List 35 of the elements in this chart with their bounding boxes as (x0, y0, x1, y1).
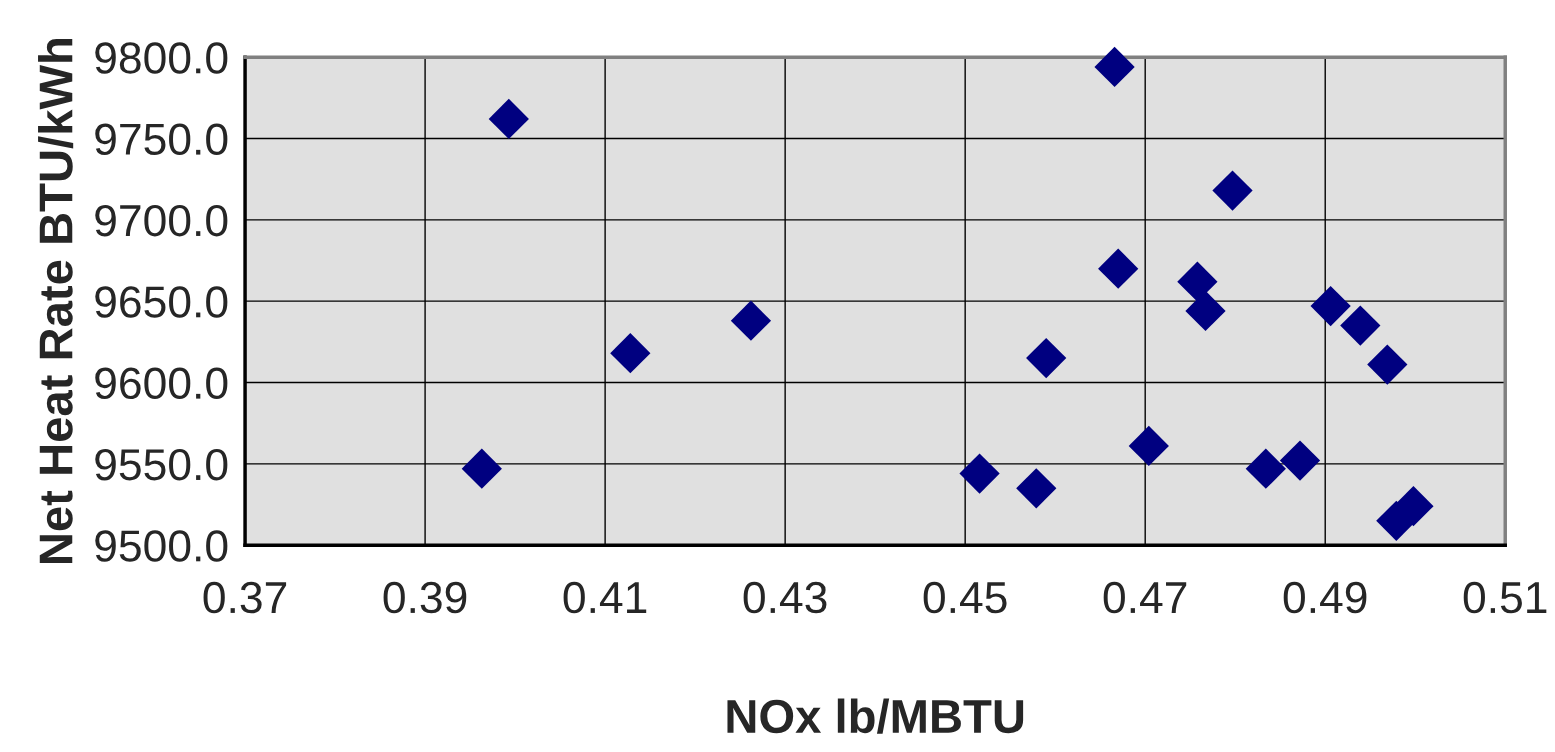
x-axis-title: NOx lb/MBTU (727, 698, 1024, 734)
point (1310, 285, 1351, 327)
y-tick-label: 9650.0 (95, 286, 228, 318)
point (1094, 46, 1135, 88)
y-tick-label: 9600.0 (95, 367, 228, 400)
x-tick-label: 0.49 (1283, 581, 1367, 614)
y-tick-label: 9500.0 (95, 530, 228, 562)
x-tick-label: 0.51 (1463, 581, 1547, 614)
x-tick-label: 0.37 (203, 581, 287, 614)
point (1098, 248, 1139, 289)
y-tick-label: 9800.0 (95, 42, 228, 74)
point (1026, 337, 1067, 379)
point (1245, 448, 1286, 489)
point (1185, 290, 1226, 332)
point (959, 453, 1000, 494)
y-tick-label: 9700.0 (95, 204, 228, 237)
point (461, 448, 502, 489)
point (1016, 468, 1057, 509)
point (1177, 261, 1218, 302)
x-tick-label: 0.47 (1103, 581, 1187, 614)
point (1367, 344, 1408, 385)
x-tick-label: 0.45 (923, 581, 1007, 614)
x-tick-label: 0.39 (383, 581, 467, 614)
x-tick-label: 0.41 (563, 581, 647, 614)
y-tick-label: 9550.0 (95, 448, 228, 481)
y-axis-title: Net Heat Rate BTU/kWh (38, 39, 74, 564)
point (1279, 440, 1321, 481)
point (1128, 425, 1169, 467)
point (488, 98, 529, 140)
point (1212, 170, 1253, 211)
x-tick-label: 0.43 (743, 581, 827, 614)
point (610, 333, 651, 374)
point (1340, 305, 1381, 346)
y-tick-label: 9750.0 (95, 123, 228, 156)
point (730, 300, 772, 341)
